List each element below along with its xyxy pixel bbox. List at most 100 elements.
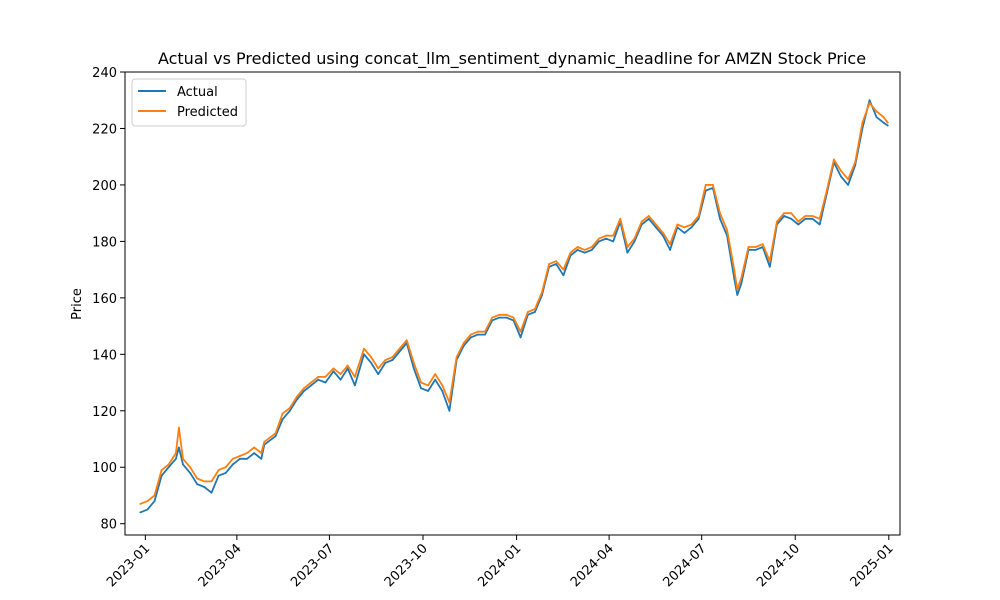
data-point-predicted [790,212,793,215]
data-point-actual [354,384,356,387]
data-point-predicted [683,226,686,229]
data-point-predicted [189,466,192,469]
data-point-predicted [875,110,878,113]
data-point-actual [182,463,184,466]
data-point-predicted [861,121,864,124]
data-point-actual [253,452,256,454]
data-point-predicted [153,494,156,497]
data-point-actual [139,511,142,514]
data-point-actual [576,249,579,251]
y-tick-label: 100 [92,461,117,476]
data-point-predicted [263,440,266,443]
data-point-actual [210,491,213,494]
data-point-predicted [633,237,636,240]
data-point-predicted [776,220,778,223]
data-point-actual [420,387,422,390]
data-point-predicted [598,237,600,240]
data-point-predicted [448,401,451,404]
data-point-predicted [498,313,501,316]
data-point-actual [590,249,593,251]
y-axis: 80 100 120 140 160 180 200 220 240 [92,66,125,533]
data-point-actual [167,466,170,469]
data-point-predicted [203,480,206,483]
data-point-predicted [690,223,693,226]
data-point-predicted [548,263,550,265]
data-point-predicted [427,384,429,387]
data-point-actual [633,240,636,243]
data-point-actual [332,370,335,373]
data-point-predicted [576,246,579,248]
data-point-actual [310,384,312,387]
data-point-actual [477,333,479,336]
data-point-actual [370,361,372,364]
data-point-actual [203,486,206,488]
data-point-predicted [484,330,486,333]
y-tick-label: 80 [100,518,117,533]
data-point-actual [740,282,743,285]
data-point-predicted [434,373,437,375]
data-point-actual [391,359,394,361]
data-point-predicted [512,316,515,319]
data-point-predicted [210,480,213,483]
data-point-predicted [310,381,312,384]
data-point-actual [811,217,814,220]
series-predicted [139,102,889,505]
data-point-predicted [605,234,607,237]
data-point-predicted [562,268,565,271]
data-point-actual [175,457,177,460]
data-point-predicted [139,503,142,505]
data-point-predicted [420,381,422,384]
data-point-actual [868,99,871,102]
data-point-predicted [569,251,572,254]
data-point-predicted [405,339,408,342]
data-point-actual [598,240,600,243]
data-point-predicted [662,232,664,234]
data-point-actual [886,124,889,127]
data-point-predicted [324,376,327,378]
data-point-predicted [146,500,149,502]
data-point-actual [804,217,807,220]
data-point-predicted [441,384,444,387]
data-point-actual [498,316,501,319]
data-point-predicted [391,356,394,358]
data-point-actual [768,265,771,268]
data-point-actual [847,184,849,186]
series-line-actual [139,99,889,514]
data-point-actual [519,336,522,339]
data-point-actual [840,175,842,178]
data-point-predicted [612,234,615,237]
data-point-predicted [840,169,842,172]
data-point-actual [303,390,305,392]
legend: Actual Predicted [131,78,247,127]
data-point-actual [783,215,785,217]
data-point-predicted [296,395,298,398]
data-point-actual [719,217,721,220]
data-point-predicted [332,367,335,370]
data-point-actual [626,251,629,254]
data-point-predicted [317,376,320,378]
data-point-actual [441,390,444,392]
data-point-predicted [175,452,177,454]
data-point-predicted [469,333,472,336]
data-point-actual [790,217,793,220]
data-point-predicted [736,288,739,291]
data-point-actual [288,409,291,412]
data-point-actual [377,373,380,375]
data-point-predicted [626,246,629,248]
data-point-predicted [726,229,728,232]
data-point-actual [754,249,757,251]
data-point-predicted [655,223,657,226]
data-point-actual [736,294,739,296]
data-point-predicted [712,184,714,186]
data-point-predicted [868,102,871,104]
data-point-predicted [178,426,180,429]
data-point-predicted [555,260,558,263]
data-point-actual [363,353,365,356]
data-point-predicted [182,457,184,460]
data-point-actual [647,217,650,220]
data-point-actual [448,409,451,412]
data-point-predicted [833,158,835,161]
data-point-actual [427,390,429,392]
data-point-predicted [288,407,291,409]
series-line-predicted [139,102,889,505]
